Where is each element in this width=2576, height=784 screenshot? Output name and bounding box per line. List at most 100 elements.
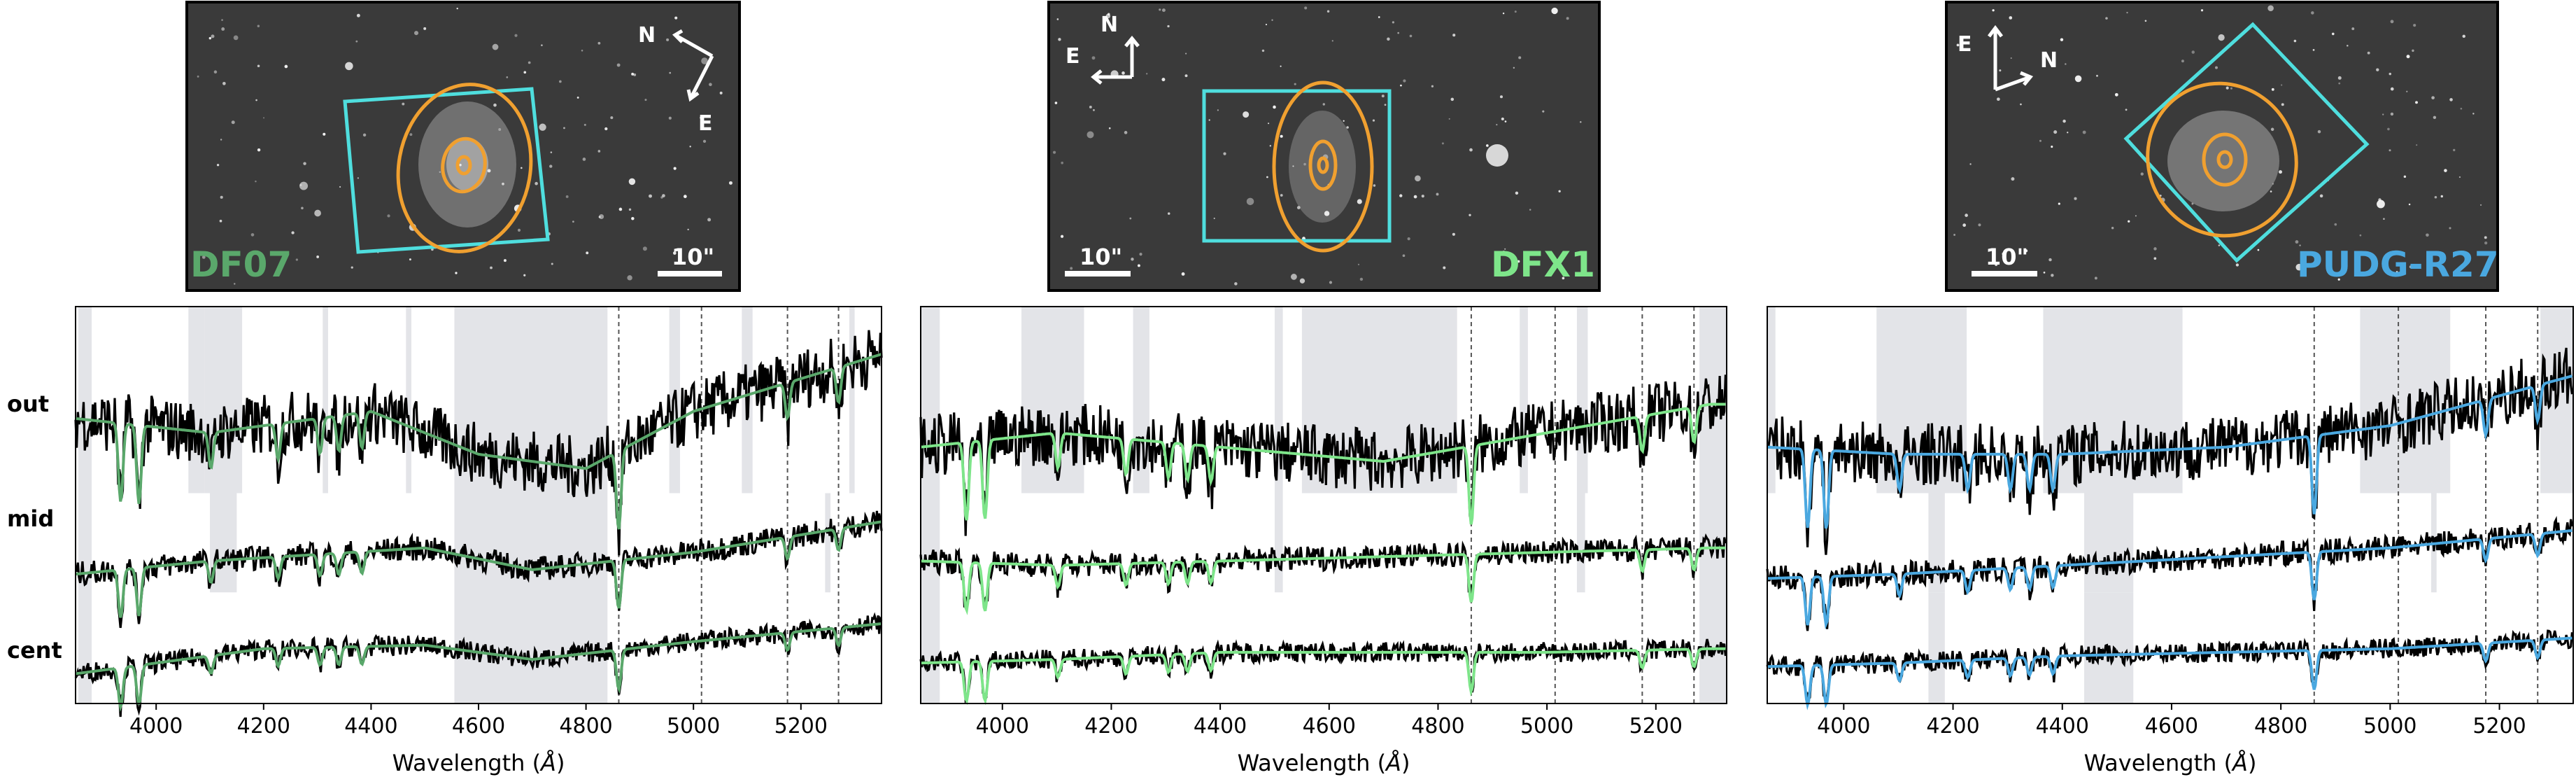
star [549,164,553,168]
star [2484,241,2488,245]
star [1280,194,1283,197]
star [1167,24,1170,28]
star [2416,144,2418,146]
star [1443,266,1446,270]
galaxy-image-pudg-r27: E N 10" PUDG-R27 [1945,1,2499,292]
star [2191,202,2194,205]
star [1184,74,1188,78]
star [528,61,531,64]
panel-pudg-r27: E N 10" PUDG-R27 4000 4200 4400 4600 4800 500… [1766,1,2574,776]
star [222,81,226,85]
star [1234,282,1238,286]
star [2338,82,2341,85]
star [220,139,222,141]
observed-spectrum-cent [919,637,1727,705]
star [2010,57,2012,59]
masked-region [2360,307,2451,493]
star [2382,113,2384,115]
x-tick-label: 4000 [976,714,1029,738]
star [539,123,546,131]
masked-region [1699,307,1727,704]
star [339,186,341,188]
star [586,251,589,255]
star [628,208,632,211]
star [257,64,260,67]
star [2270,190,2272,192]
star [2144,20,2147,22]
aperture-box [343,87,550,254]
star [2051,274,2054,277]
star [506,76,509,78]
x-tick-label: 5000 [1520,714,1573,738]
outer-ellipse [396,83,533,253]
star [521,167,523,169]
galaxy-image-dfx1: N E 10" DFX1 [1047,1,1601,292]
row-label-cent: cent [7,637,62,664]
star [1359,277,1364,281]
star [1397,31,1399,34]
star [576,97,579,99]
star [402,102,405,106]
star [1181,272,1185,276]
star [719,91,723,94]
star [1494,267,1498,272]
star [1978,223,1981,227]
star [208,36,212,40]
star [1518,56,1522,59]
star [1965,214,1968,217]
star [1243,111,1250,118]
star [1265,23,1268,26]
star [1415,175,1421,182]
star [1992,9,1995,12]
x-tick-label: 4200 [237,714,290,738]
masked-region [1928,592,1945,704]
star [2415,101,2419,104]
star [550,151,553,153]
star [2067,132,2069,134]
star [2440,195,2443,198]
star [221,27,225,31]
star [1056,18,1059,20]
star [2389,149,2391,152]
star [551,262,553,265]
star [642,246,647,251]
star [2319,194,2323,198]
compass [1091,36,1140,85]
star [2337,76,2342,80]
star [2002,252,2005,255]
star [314,209,321,217]
masked-region [454,307,608,704]
observed-spectrum-out [1767,347,2573,555]
star [1402,254,1406,258]
star [1139,253,1142,256]
galaxy-glow [418,102,516,227]
galaxy-glow [1289,111,1356,223]
star [1997,97,2000,102]
star [299,181,309,190]
star [2317,130,2321,134]
star [291,231,295,234]
model-spectrum-out [920,402,1726,525]
star [1087,131,1094,139]
star [2453,148,2456,152]
mid-ellipse [1308,139,1338,191]
star [2433,115,2437,120]
star [2331,32,2335,36]
masked-region [1928,493,1945,593]
star [660,196,663,199]
masked-region [669,307,680,493]
inner-ellipse [1317,156,1329,174]
star [1421,195,1424,198]
star [2351,27,2355,31]
star [599,214,604,220]
star [1261,49,1265,52]
star [1357,263,1360,265]
masked-region [1520,307,1528,493]
star [1562,276,1565,280]
star [2218,244,2221,246]
star [597,41,601,45]
star [2426,233,2429,237]
star [558,80,562,83]
star [2406,55,2410,59]
star [701,57,708,64]
